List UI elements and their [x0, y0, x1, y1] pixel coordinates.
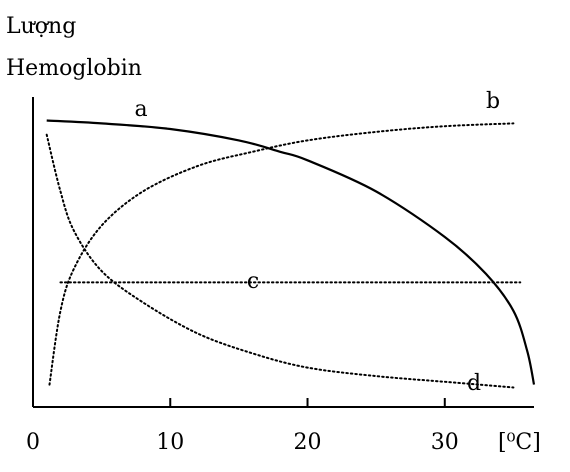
x-ticks: 0 10 20 30	[26, 398, 459, 455]
series-line-b	[48, 122, 515, 386]
x-axis-unit-label: [⁰C]	[498, 430, 541, 455]
series-line-a	[46, 119, 536, 385]
series-labels: a b c d	[134, 89, 500, 396]
series-group	[45, 119, 536, 389]
y-axis-label-line-1: Lượng	[6, 14, 77, 39]
series-label-c: c	[247, 269, 259, 294]
x-tick-label-10: 10	[156, 430, 184, 455]
series-label-d: d	[467, 371, 481, 396]
series-line-d	[45, 133, 515, 389]
x-tick-label-0: 0	[26, 430, 40, 455]
series-label-a: a	[134, 97, 147, 122]
series-label-b: b	[486, 89, 500, 114]
x-tick-label-20: 20	[294, 430, 322, 455]
y-axis-label-line-2: Hemoglobin	[6, 56, 142, 81]
axes	[32, 97, 534, 408]
x-tick-label-30: 30	[431, 430, 459, 455]
